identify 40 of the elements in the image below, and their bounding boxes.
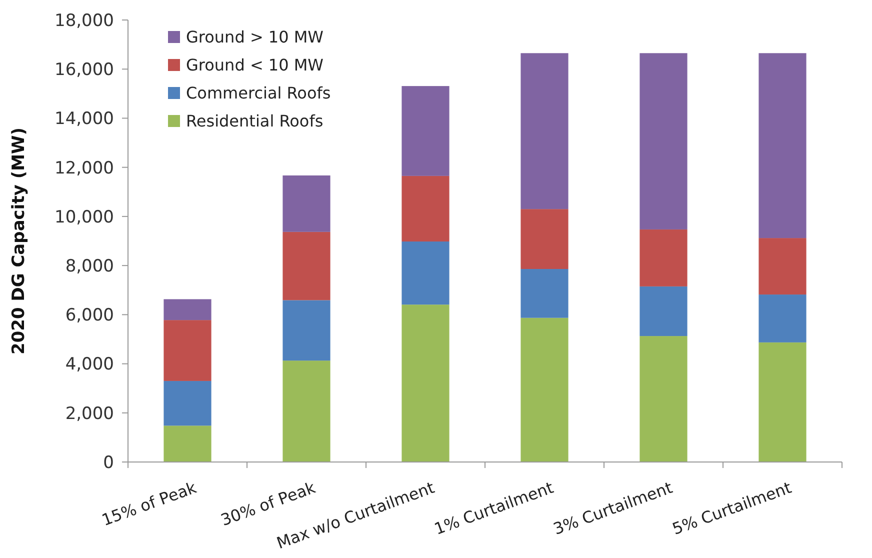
bar <box>758 342 806 462</box>
bar <box>282 360 330 462</box>
x-tick-label: 15% of Peak <box>99 478 200 530</box>
bar <box>282 232 330 300</box>
bar <box>164 299 212 320</box>
bar <box>640 229 688 286</box>
y-tick-label: 0 <box>103 452 114 473</box>
legend-label: Commercial Roofs <box>186 84 331 103</box>
bar <box>402 176 450 242</box>
bar <box>520 318 568 462</box>
bar <box>402 86 450 176</box>
y-tick-label: 12,000 <box>54 158 114 178</box>
y-tick-label: 8,000 <box>65 256 114 277</box>
bar <box>758 53 806 238</box>
bar <box>520 209 568 269</box>
y-tick-label: 10,000 <box>54 207 114 228</box>
bar <box>640 336 688 462</box>
bar <box>758 294 806 342</box>
bar <box>164 320 212 381</box>
legend-label: Ground < 10 MW <box>186 56 324 75</box>
y-tick-label: 6,000 <box>65 306 114 326</box>
bar <box>758 238 806 295</box>
bar <box>282 175 330 232</box>
y-tick-label: 4,000 <box>65 354 114 375</box>
bar <box>520 268 568 318</box>
bar <box>164 426 212 462</box>
bar <box>520 53 568 210</box>
y-tick-label: 2,000 <box>65 404 114 424</box>
bar <box>164 380 212 426</box>
legend-label: Ground > 10 MW <box>186 28 324 47</box>
bar <box>640 286 688 336</box>
y-tick-label: 18,000 <box>54 10 114 31</box>
bar <box>640 53 688 230</box>
bar <box>402 241 450 305</box>
bar <box>402 304 450 462</box>
y-tick-label: 16,000 <box>54 60 114 80</box>
bar <box>282 300 330 361</box>
y-tick-label: 14,000 <box>54 109 114 130</box>
legend-label: Residential Roofs <box>186 112 324 131</box>
y-axis-title: 2020 DG Capacity (MW) <box>9 127 29 355</box>
